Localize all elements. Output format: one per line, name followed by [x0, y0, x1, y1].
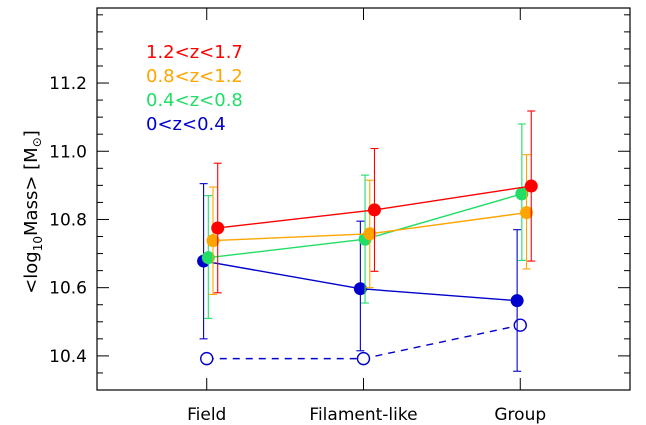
- series-4: [200, 318, 527, 366]
- x-category-label: Field: [187, 405, 226, 425]
- legend-entry: 0.8<z<1.2: [146, 66, 243, 87]
- data-point: [515, 187, 529, 201]
- data-point: [206, 234, 220, 248]
- plot-area: [197, 110, 538, 372]
- data-point-open: [356, 351, 371, 366]
- legend-entry: 0<z<0.4: [146, 114, 226, 135]
- data-point-open: [200, 351, 214, 366]
- data-point: [363, 227, 377, 241]
- series-0: [211, 110, 538, 294]
- data-point: [211, 221, 225, 235]
- data-point: [201, 251, 215, 265]
- x-category-label: Group: [494, 405, 546, 425]
- y-axis-label: <log10Mass> [M⊙]: [21, 130, 45, 294]
- y-tick-label: 11.2: [49, 74, 87, 94]
- series-2: [201, 123, 529, 319]
- y-tick-label: 10.8: [49, 210, 87, 230]
- data-point-open: [513, 318, 527, 332]
- y-tick-label: 10.4: [49, 347, 87, 367]
- data-point: [520, 206, 534, 220]
- data-point: [353, 282, 367, 296]
- legend: 1.2<z<1.7 0.8<z<1.2 0.4<z<0.8 0<z<0.4: [146, 42, 243, 135]
- data-point: [524, 179, 538, 193]
- legend-entry: 1.2<z<1.7: [146, 42, 243, 63]
- legend-entry: 0.4<z<0.8: [146, 90, 243, 111]
- data-point: [510, 294, 524, 308]
- axes: 10.4 10.6 10.8 11.0 11.2 Field Filament-like Gr…: [49, 7, 631, 425]
- series-1: [206, 154, 534, 296]
- x-category-label: Filament-like: [309, 405, 417, 425]
- y-tick-label: 10.6: [49, 279, 87, 299]
- y-tick-label: 11.0: [49, 142, 87, 162]
- data-point: [367, 203, 381, 217]
